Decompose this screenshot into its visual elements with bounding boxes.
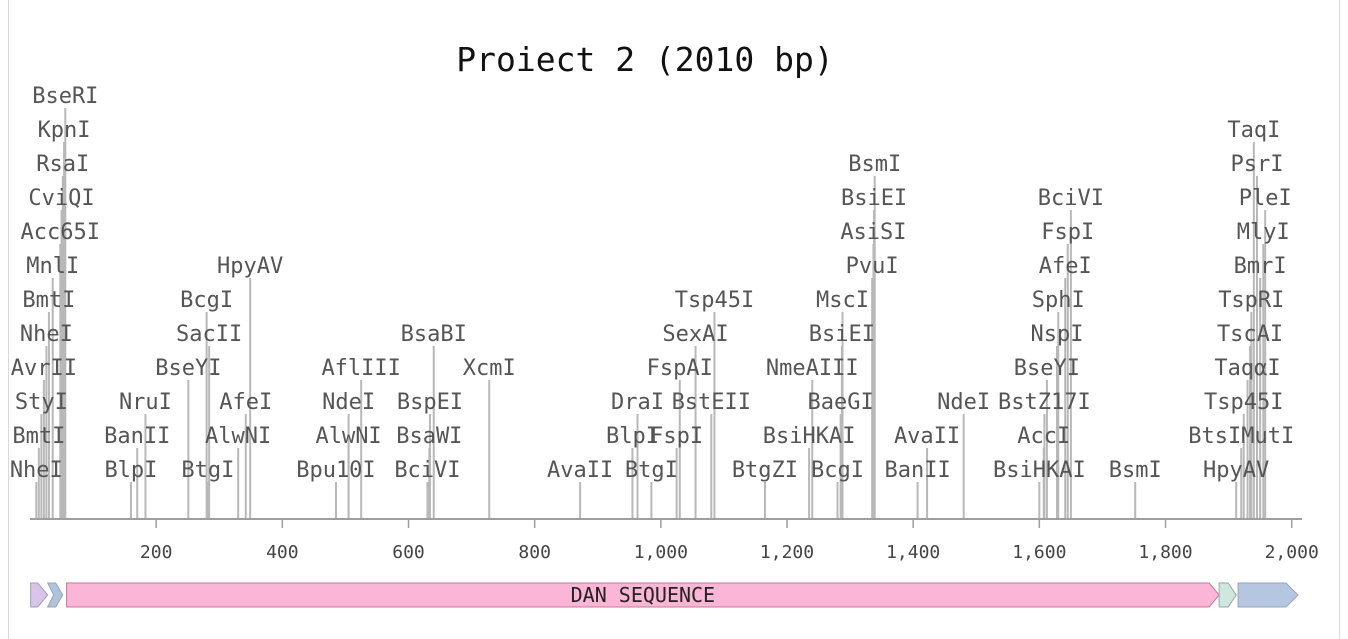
enzyme-label[interactable]: BsmI — [848, 152, 901, 177]
enzyme-label[interactable]: RsaI — [36, 152, 89, 177]
enzyme-label[interactable]: AvaII — [547, 458, 613, 483]
enzyme-label[interactable]: MscI — [816, 288, 869, 313]
enzyme-label[interactable]: BsiEI — [841, 186, 907, 211]
enzyme-label[interactable]: MnlI — [26, 254, 79, 279]
enzyme-label[interactable]: BtgZI — [732, 458, 798, 483]
axis-tick-label: 1,800 — [1138, 542, 1192, 563]
axis-tick-label: 200 — [140, 542, 173, 563]
enzyme-label[interactable]: PsrI — [1231, 152, 1284, 177]
enzyme-label[interactable]: Acc65I — [21, 220, 100, 245]
enzyme-label[interactable]: BtgI — [181, 458, 234, 483]
axis-tick-label: 600 — [392, 542, 425, 563]
axis-tick-label: 2,000 — [1265, 542, 1319, 563]
feature-left-small[interactable] — [30, 582, 49, 608]
cut-site-lines — [35, 108, 1267, 519]
enzyme-label[interactable]: AccI — [1017, 424, 1070, 449]
map-title: Proiect 2 (2010 bp) — [456, 40, 834, 79]
enzyme-label[interactable]: BciVI — [1038, 186, 1104, 211]
enzyme-label[interactable]: FspAI — [647, 356, 713, 381]
enzyme-label[interactable]: BcgI — [811, 458, 864, 483]
enzyme-label[interactable]: NmeAIII — [766, 356, 859, 381]
enzyme-label[interactable]: AfeI — [1039, 254, 1092, 279]
enzyme-label[interactable]: PleI — [1239, 186, 1292, 211]
right-panel-edge — [1339, 0, 1340, 639]
bp-axis: 200 400 600 800 1,000 1,200 1,400 1,600 1,800 2,0… — [30, 518, 1319, 563]
enzyme-label[interactable]: Tsp45I — [1204, 390, 1283, 415]
enzyme-label[interactable]: BtgI — [625, 458, 678, 483]
axis-tick-label: 1,000 — [634, 542, 688, 563]
enzyme-label[interactable]: PvuI — [846, 254, 899, 279]
enzyme-labels: NheI BmtI StyI AvrII NheI BmtI MnlI Acc65I CviQI… — [10, 84, 1294, 483]
enzyme-label[interactable]: BcgI — [180, 288, 233, 313]
enzyme-label[interactable]: BstZ17I — [998, 390, 1091, 415]
enzyme-label[interactable]: BseYI — [1014, 356, 1080, 381]
enzyme-label[interactable]: BsmI — [1109, 458, 1162, 483]
enzyme-label[interactable]: CviQI — [28, 186, 94, 211]
feature-right-arrow[interactable] — [1237, 582, 1299, 608]
enzyme-label[interactable]: NheI — [10, 458, 63, 483]
enzyme-label[interactable]: BsaBI — [401, 322, 467, 347]
enzyme-label[interactable]: AvrII — [11, 356, 77, 381]
enzyme-label[interactable]: BmtI — [22, 288, 75, 313]
enzyme-label[interactable]: AsiSI — [840, 220, 906, 245]
enzyme-label[interactable]: NspI — [1031, 322, 1084, 347]
feature-track: DAN SEQUENCE — [30, 582, 1299, 608]
enzyme-label[interactable]: BsiEI — [809, 322, 875, 347]
enzyme-label[interactable]: BsiHKAI — [763, 424, 856, 449]
enzyme-label[interactable]: Tsp45I — [675, 288, 754, 313]
enzyme-label[interactable]: DraI — [611, 390, 664, 415]
enzyme-label[interactable]: XcmI — [463, 356, 516, 381]
enzyme-label[interactable]: NruI — [119, 390, 172, 415]
enzyme-label[interactable]: HpyAV — [217, 254, 283, 279]
enzyme-label[interactable]: BstEII — [672, 390, 751, 415]
enzyme-label[interactable]: StyI — [15, 390, 68, 415]
enzyme-label[interactable]: TscAI — [1217, 322, 1283, 347]
feature-left-arrow[interactable] — [46, 582, 64, 608]
enzyme-label[interactable]: BsaWI — [396, 424, 462, 449]
enzyme-label[interactable]: NdeI — [322, 390, 375, 415]
enzyme-label[interactable]: BmrI — [1234, 254, 1287, 279]
feature-label: DAN SEQUENCE — [571, 583, 716, 607]
enzyme-label[interactable]: BanII — [884, 458, 950, 483]
enzyme-label[interactable]: KpnI — [38, 118, 91, 143]
enzyme-label[interactable]: Bpu10I — [296, 458, 375, 483]
enzyme-label[interactable]: TspRI — [1218, 288, 1284, 313]
enzyme-label[interactable]: BsiHKAI — [993, 458, 1086, 483]
enzyme-label[interactable]: BtsIMutI — [1188, 424, 1294, 449]
axis-tick-label: 1,600 — [1012, 542, 1066, 563]
enzyme-label[interactable]: AfeI — [219, 390, 272, 415]
enzyme-label[interactable]: NdeI — [937, 390, 990, 415]
enzyme-label[interactable]: SexAI — [662, 322, 728, 347]
enzyme-label[interactable]: FspI — [1041, 220, 1094, 245]
enzyme-label[interactable]: NheI — [20, 322, 73, 347]
enzyme-label[interactable]: BanII — [104, 424, 170, 449]
axis-tick-label: 400 — [266, 542, 299, 563]
enzyme-label[interactable]: HpyAV — [1203, 458, 1269, 483]
enzyme-label[interactable]: MlyI — [1237, 220, 1290, 245]
enzyme-label[interactable]: SphI — [1032, 288, 1085, 313]
enzyme-label[interactable]: FspI — [650, 424, 703, 449]
enzyme-label[interactable]: TaqI — [1227, 118, 1280, 143]
enzyme-label[interactable]: AlwNI — [315, 424, 381, 449]
feature-main[interactable] — [66, 582, 1220, 608]
left-panel-edge — [8, 0, 9, 639]
enzyme-label[interactable]: SacII — [176, 322, 242, 347]
axis-tick-label: 800 — [518, 542, 551, 563]
enzyme-label[interactable]: BciVI — [394, 458, 460, 483]
axis-tick-label: 1,400 — [886, 542, 940, 563]
feature-right-small[interactable] — [1218, 582, 1237, 608]
enzyme-label[interactable]: BmtI — [12, 424, 65, 449]
enzyme-label[interactable]: BseRI — [32, 84, 98, 109]
enzyme-label[interactable]: AflIII — [321, 356, 400, 381]
enzyme-label[interactable]: BlpI — [104, 458, 157, 483]
enzyme-label[interactable]: BlpI — [606, 424, 659, 449]
axis-tick-label: 1,200 — [760, 542, 814, 563]
enzyme-label[interactable]: BseYI — [155, 356, 221, 381]
enzyme-label[interactable]: TaqαI — [1214, 356, 1280, 381]
enzyme-label[interactable]: AvaII — [894, 424, 960, 449]
enzyme-label[interactable]: BaeGI — [808, 390, 874, 415]
enzyme-label[interactable]: BspEI — [397, 390, 463, 415]
enzyme-label[interactable]: AlwNI — [205, 424, 271, 449]
